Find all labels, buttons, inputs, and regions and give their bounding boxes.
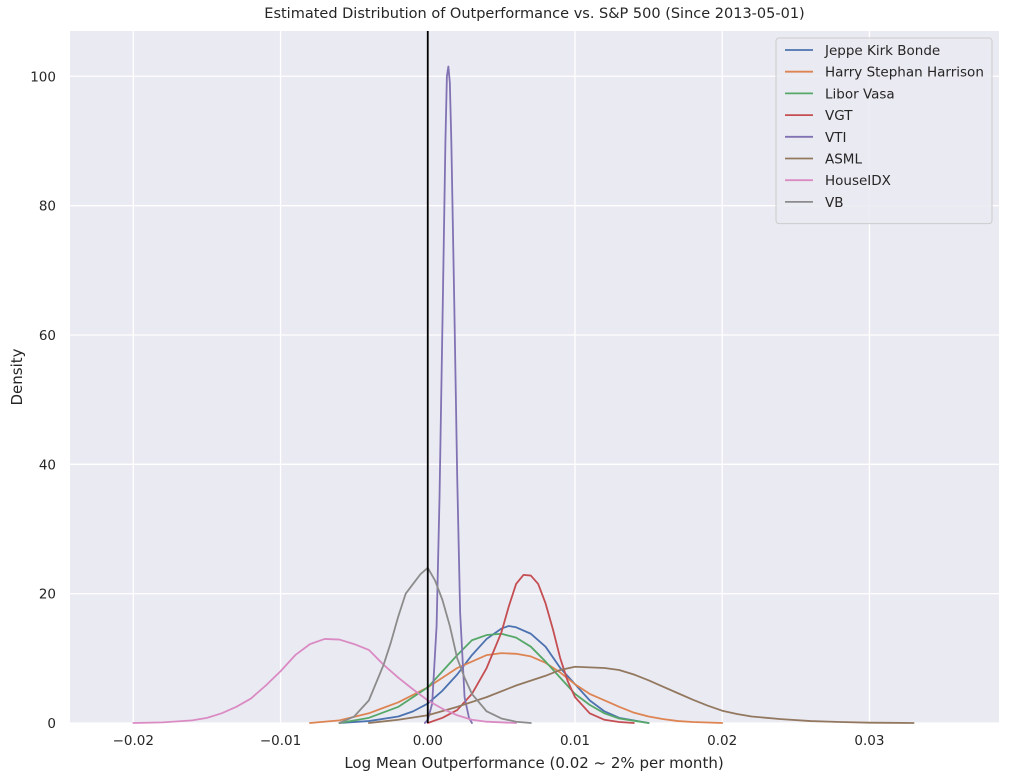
y-tick-label: 40 — [39, 457, 56, 473]
x-tick-label: −0.02 — [113, 733, 154, 749]
y-axis-label: Density — [8, 348, 26, 405]
series-line-vti — [423, 65, 473, 724]
x-tick-label: 0.03 — [854, 733, 884, 749]
legend-label-harry-stephan-harrison: Harry Stephan Harrison — [825, 65, 984, 81]
chart-title: Estimated Distribution of Outperformance… — [264, 6, 805, 22]
x-tick-label: −0.01 — [260, 733, 301, 749]
y-tick-label: 60 — [39, 328, 56, 344]
x-tick-label: 0.02 — [707, 733, 737, 749]
x-axis-label: Log Mean Outperformance (0.02 ~ 2% per m… — [344, 754, 723, 772]
series-line-houseidx — [132, 638, 517, 724]
legend-label-jeppe-kirk-bonde: Jeppe Kirk Bonde — [824, 43, 940, 59]
x-tick-label: 0.01 — [560, 733, 590, 749]
series-lines — [132, 65, 915, 724]
series-line-vb — [338, 566, 532, 724]
legend-box — [775, 37, 993, 225]
legend-label-asml: ASML — [825, 152, 862, 168]
legend-label-vgt: VGT — [825, 108, 853, 124]
series-line-jeppe-kirk-bonde — [338, 625, 650, 724]
y-tick-label: 80 — [39, 199, 56, 215]
legend-label-libor-vasa: Libor Vasa — [825, 86, 895, 102]
tick-labels: −0.02 −0.01 0.00 0.01 0.02 0.03 0 20 40 60 80 100 — [30, 69, 884, 749]
y-tick-label: 0 — [47, 716, 56, 732]
legend-label-vti: VTI — [825, 130, 846, 146]
legend-label-houseidx: HouseIDX — [825, 173, 891, 189]
x-tick-label: 0.00 — [413, 733, 443, 749]
series-line-vgt — [426, 574, 635, 724]
legend-label-vb: VB — [825, 195, 844, 211]
series-line-asml — [367, 665, 915, 724]
y-tick-label: 100 — [30, 69, 56, 85]
legend: Jeppe Kirk Bonde Harry Stephan Harrison Li… — [775, 37, 993, 225]
y-tick-label: 20 — [39, 587, 56, 603]
series-line-harry-stephan-harrison — [309, 652, 724, 724]
